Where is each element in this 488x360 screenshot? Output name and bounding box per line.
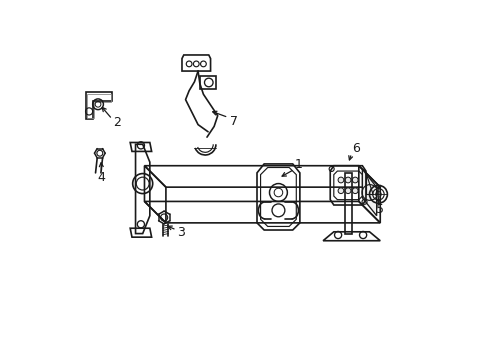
Text: 3: 3 [177,226,184,239]
Text: 1: 1 [294,158,302,171]
Circle shape [345,188,350,194]
Circle shape [352,177,357,183]
Text: 6: 6 [352,142,360,155]
Text: 5: 5 [375,203,384,216]
Polygon shape [362,169,376,216]
Circle shape [345,177,350,183]
Circle shape [352,188,357,194]
Text: 7: 7 [229,114,237,127]
Circle shape [337,177,343,183]
Text: 4: 4 [98,171,105,184]
Circle shape [337,188,343,194]
Text: 2: 2 [113,116,121,129]
